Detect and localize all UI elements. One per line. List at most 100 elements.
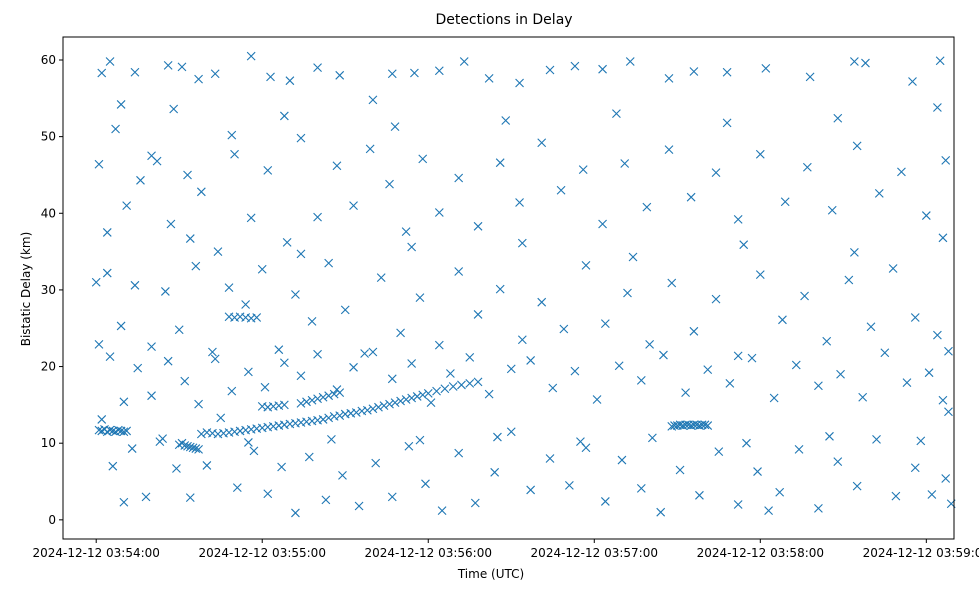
data-point [368, 95, 378, 105]
data-point [335, 70, 345, 80]
data-point [160, 287, 170, 296]
data-point [537, 138, 547, 148]
data-point [202, 461, 212, 470]
data-point [700, 420, 710, 430]
data-point [210, 69, 220, 79]
data-point [163, 60, 173, 70]
data-point [349, 362, 358, 372]
data-point [152, 156, 162, 166]
data-point [556, 185, 566, 195]
data-point [814, 381, 823, 391]
data-point [764, 506, 773, 516]
data-point [836, 369, 845, 379]
data-point [714, 447, 724, 457]
data-point [753, 467, 762, 476]
data-point [910, 463, 920, 473]
data-point [548, 383, 558, 393]
data-point [432, 386, 441, 396]
data-point [260, 382, 270, 392]
x-tick-label: 2024-12-12 03:56:00 [365, 546, 492, 560]
data-point [244, 367, 253, 377]
data-point [105, 352, 115, 361]
x-tick-label: 2024-12-12 03:57:00 [531, 546, 658, 560]
data-point [307, 395, 317, 405]
data-point [105, 425, 115, 435]
data-point [689, 67, 699, 76]
data-point [938, 233, 948, 243]
data-point [659, 350, 668, 360]
data-points [91, 51, 956, 518]
data-point [941, 474, 951, 483]
data-point [645, 339, 655, 349]
data-point [166, 219, 176, 229]
data-point [379, 401, 389, 411]
data-point [102, 228, 112, 237]
y-tick-label: 0 [48, 513, 56, 527]
data-point [360, 349, 370, 358]
data-point [822, 336, 832, 346]
data-point [227, 130, 237, 140]
x-tick-label: 2024-12-12 03:55:00 [199, 546, 326, 560]
data-point [196, 187, 206, 197]
data-point [327, 434, 336, 444]
data-point [725, 379, 735, 388]
data-point [183, 441, 192, 451]
data-point [407, 393, 417, 403]
data-point [296, 133, 306, 143]
data-point [501, 116, 511, 125]
data-point [224, 283, 234, 293]
data-point [755, 270, 765, 279]
data-point [600, 497, 610, 506]
data-point [761, 64, 771, 73]
y-tick-label: 50 [41, 130, 56, 144]
data-point [935, 56, 945, 66]
data-point [755, 149, 765, 159]
data-point [495, 284, 505, 294]
data-point [401, 395, 411, 404]
data-point [454, 173, 464, 183]
data-point [614, 361, 624, 371]
data-point [318, 415, 328, 424]
data-point [277, 462, 286, 472]
data-point [302, 397, 311, 407]
data-point [581, 261, 591, 270]
data-point [127, 444, 137, 453]
y-tick-label: 60 [41, 53, 56, 67]
data-point [421, 479, 430, 489]
data-point [279, 358, 289, 368]
data-point [227, 386, 237, 396]
data-point [407, 359, 417, 368]
data-point [136, 175, 145, 185]
data-point [244, 438, 253, 447]
data-point [778, 315, 787, 325]
data-point [274, 345, 284, 355]
data-point [194, 399, 203, 409]
data-point [324, 391, 334, 401]
data-point [291, 508, 300, 518]
data-point [365, 144, 375, 154]
data-point [368, 347, 378, 357]
data-point [473, 377, 483, 387]
data-point [545, 454, 555, 463]
data-point [141, 492, 151, 502]
data-point [387, 492, 397, 502]
data-point [94, 159, 104, 169]
data-point [924, 368, 934, 378]
data-point [434, 208, 444, 217]
data-point [282, 238, 292, 247]
data-point [368, 404, 378, 414]
data-point [324, 413, 334, 423]
data-point [418, 154, 428, 164]
data-point [739, 240, 749, 250]
data-point [872, 434, 881, 444]
data-point [440, 384, 450, 394]
data-point [130, 67, 140, 77]
data-point [279, 111, 289, 121]
data-point [921, 211, 931, 220]
data-point [216, 413, 226, 423]
data-point [711, 168, 721, 178]
data-point [434, 340, 444, 350]
data-point [313, 394, 322, 404]
data-point [849, 57, 859, 66]
